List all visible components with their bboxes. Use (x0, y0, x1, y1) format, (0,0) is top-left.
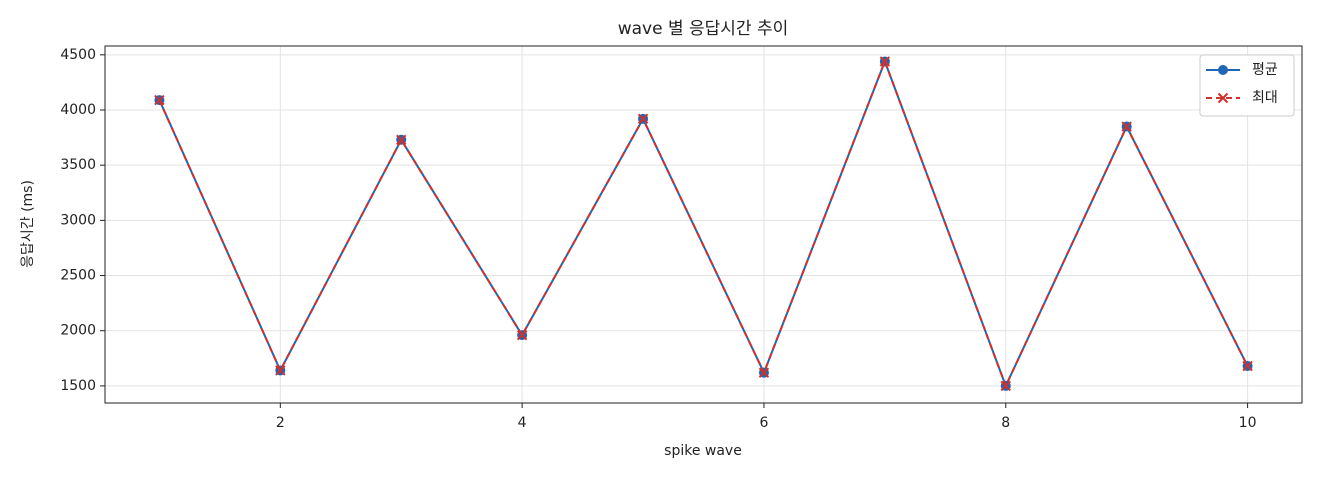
y-axis-label: 응답시간 (ms) (20, 180, 36, 268)
x-tick-label: 8 (1001, 415, 1010, 431)
x-tick-label: 2 (276, 415, 285, 431)
data-point (154, 94, 165, 106)
y-tick-label: 2000 (60, 323, 96, 339)
legend-label: 평균 (1252, 62, 1278, 78)
legend-box (1199, 54, 1295, 117)
x-tick-label: 10 (1239, 415, 1257, 431)
x-tick-label: 6 (759, 415, 768, 431)
series-line (158, 58, 1249, 389)
y-tick-label: 3000 (60, 212, 96, 228)
legend-label: 최대 (1252, 90, 1278, 106)
y-tick-label: 4500 (60, 47, 96, 63)
data-point (637, 113, 649, 125)
chart-title: wave 별 응답시간 추이 (618, 19, 789, 39)
legend-marker (1217, 92, 1229, 104)
data-point (1121, 121, 1132, 132)
y-tick-label: 1500 (60, 378, 96, 394)
data-point (275, 365, 286, 376)
data-point (396, 134, 407, 146)
data-point (879, 56, 891, 67)
x-tick-label: 4 (518, 415, 527, 431)
y-tick-label: 2500 (60, 268, 96, 284)
y-tick-label: 3500 (60, 157, 96, 173)
plot-frame (104, 45, 1303, 404)
data-point (516, 329, 528, 341)
legend-marker (1218, 65, 1228, 75)
y-tick-label: 4000 (60, 102, 96, 118)
x-axis-label: spike wave (664, 443, 742, 459)
data-point (1000, 380, 1011, 392)
data-point (758, 367, 770, 378)
data-point (1242, 360, 1253, 372)
